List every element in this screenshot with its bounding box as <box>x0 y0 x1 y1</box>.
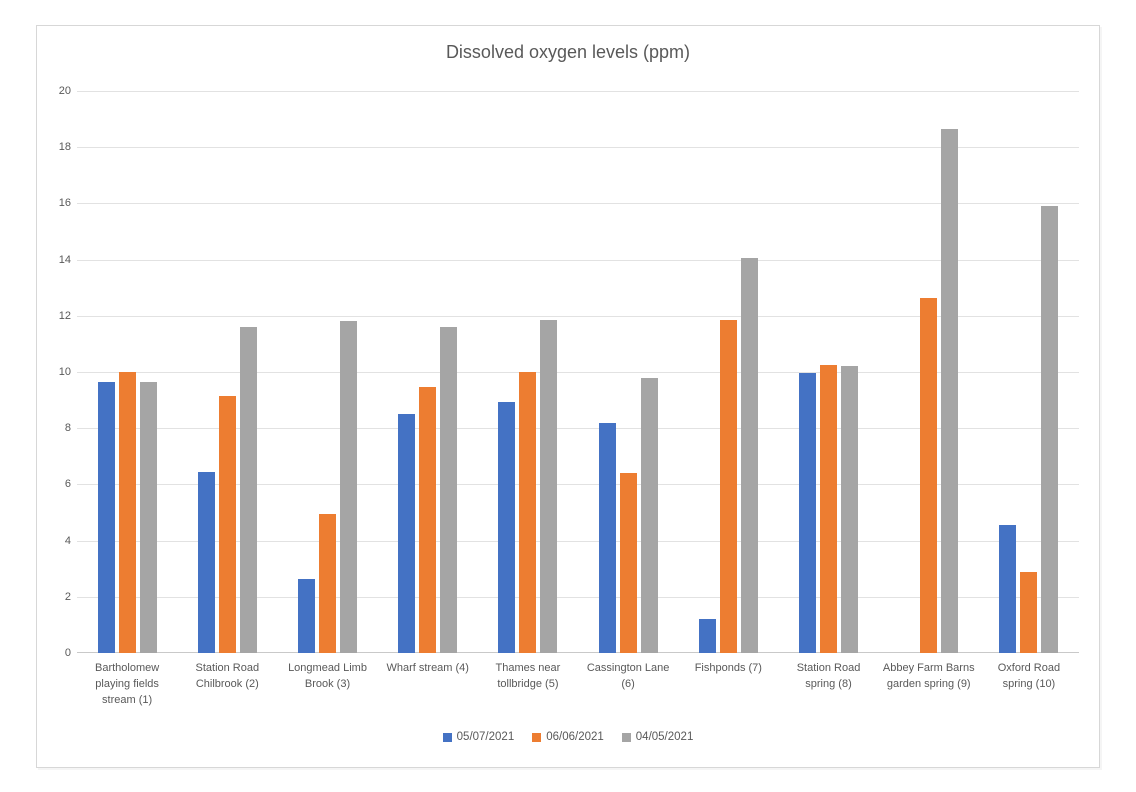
bar <box>218 395 236 653</box>
y-axis-tick-label: 6 <box>64 478 71 491</box>
bar <box>398 414 416 653</box>
bar <box>1041 206 1059 653</box>
bar-group <box>678 91 778 653</box>
legend-item: 06/06/2021 <box>532 731 604 743</box>
gridline <box>77 147 1079 149</box>
legend: 05/07/2021 06/06/2021 04/05/2021 <box>37 731 1099 743</box>
bar-group <box>979 91 1079 653</box>
bar <box>1020 571 1038 653</box>
bar <box>640 377 658 653</box>
plot-area: 0 2 4 6 8 10 12 14 16 18 20 <box>59 86 1079 659</box>
x-axis-category-label: Station Road Chilbrook (2) <box>195 662 260 690</box>
legend-label: 04/05/2021 <box>635 731 694 743</box>
bar-group <box>378 91 478 653</box>
y-axis-tick-label: 16 <box>58 197 71 210</box>
bar <box>999 525 1017 653</box>
y-axis-tick-label: 0 <box>64 647 71 659</box>
gridline <box>77 540 1079 542</box>
x-axis-category-label: Fishponds (7) <box>694 662 762 674</box>
legend-label: 05/07/2021 <box>456 731 515 743</box>
bar-group <box>277 91 377 653</box>
gridline <box>77 484 1079 486</box>
bar <box>540 320 558 653</box>
legend-swatch-icon <box>442 732 452 742</box>
bar <box>318 513 336 653</box>
bar <box>519 372 537 653</box>
y-axis-tick-label: 20 <box>58 85 71 97</box>
x-axis-category-label: Bartholomew playing fields stream (1) <box>95 662 160 706</box>
bar <box>139 381 157 653</box>
bar <box>297 578 315 653</box>
bar <box>498 401 516 653</box>
x-axis-category-label: Cassington Lane (6) <box>586 662 670 690</box>
chart-frame: Dissolved oxygen levels (ppm) 0 2 4 6 8 10 12 1… <box>36 25 1100 768</box>
legend-swatch-icon <box>532 732 542 742</box>
x-axis-category-label: Abbey Farm Barns garden spring (9) <box>882 662 975 690</box>
bar <box>239 327 257 653</box>
bar <box>97 381 115 653</box>
bar-group <box>578 91 678 653</box>
bar <box>719 320 737 653</box>
bar <box>598 422 616 653</box>
bar-group <box>77 91 177 653</box>
legend-swatch-icon <box>621 732 631 742</box>
x-axis-line <box>77 652 1079 653</box>
bar <box>819 364 837 653</box>
y-axis-tick-label: 10 <box>58 366 71 378</box>
bar-group <box>177 91 277 653</box>
bar <box>698 619 716 653</box>
bar <box>740 258 758 653</box>
x-axis-category-label: Oxford Road spring (10) <box>997 662 1061 690</box>
gridline <box>77 91 1079 92</box>
legend-item: 04/05/2021 <box>621 731 694 743</box>
y-axis-tick-label: 2 <box>64 590 71 603</box>
bar <box>197 471 215 653</box>
x-axis-category-label: Thames near tollbridge (5) <box>495 662 561 690</box>
bar <box>118 372 136 653</box>
x-axis-category-label: Longmead Limb Brook (3) <box>288 662 367 690</box>
x-axis-category-label: Wharf stream (4) <box>386 662 469 674</box>
y-axis-tick-label: 12 <box>58 309 71 322</box>
bar <box>440 327 458 653</box>
y-axis-tick-label: 18 <box>58 141 71 154</box>
chart-title: Dissolved oxygen levels (ppm) <box>445 42 691 62</box>
gridline <box>77 203 1079 205</box>
y-axis-tick-label: 14 <box>58 253 71 266</box>
bar <box>619 473 637 653</box>
legend-label: 06/06/2021 <box>546 731 604 743</box>
gridline <box>77 428 1079 430</box>
y-axis-tick-label: 8 <box>64 422 71 435</box>
bar <box>920 297 938 653</box>
x-axis-category-label: Station Road spring (8) <box>796 662 861 690</box>
y-axis-tick-label: 4 <box>64 534 71 547</box>
gridline <box>77 259 1079 261</box>
bar-group <box>478 91 578 653</box>
gridline <box>77 596 1079 598</box>
bar <box>798 373 816 653</box>
bar-group <box>879 91 979 653</box>
x-axis-labels: Bartholomew playing fields stream (1) Sta… <box>77 661 1079 709</box>
bar <box>840 366 858 653</box>
legend-item: 05/07/2021 <box>442 731 515 743</box>
bar <box>941 128 959 653</box>
bar <box>339 321 357 653</box>
bar-group <box>778 91 878 653</box>
gridline <box>77 315 1079 317</box>
bar <box>419 387 437 653</box>
gridline <box>77 372 1079 373</box>
